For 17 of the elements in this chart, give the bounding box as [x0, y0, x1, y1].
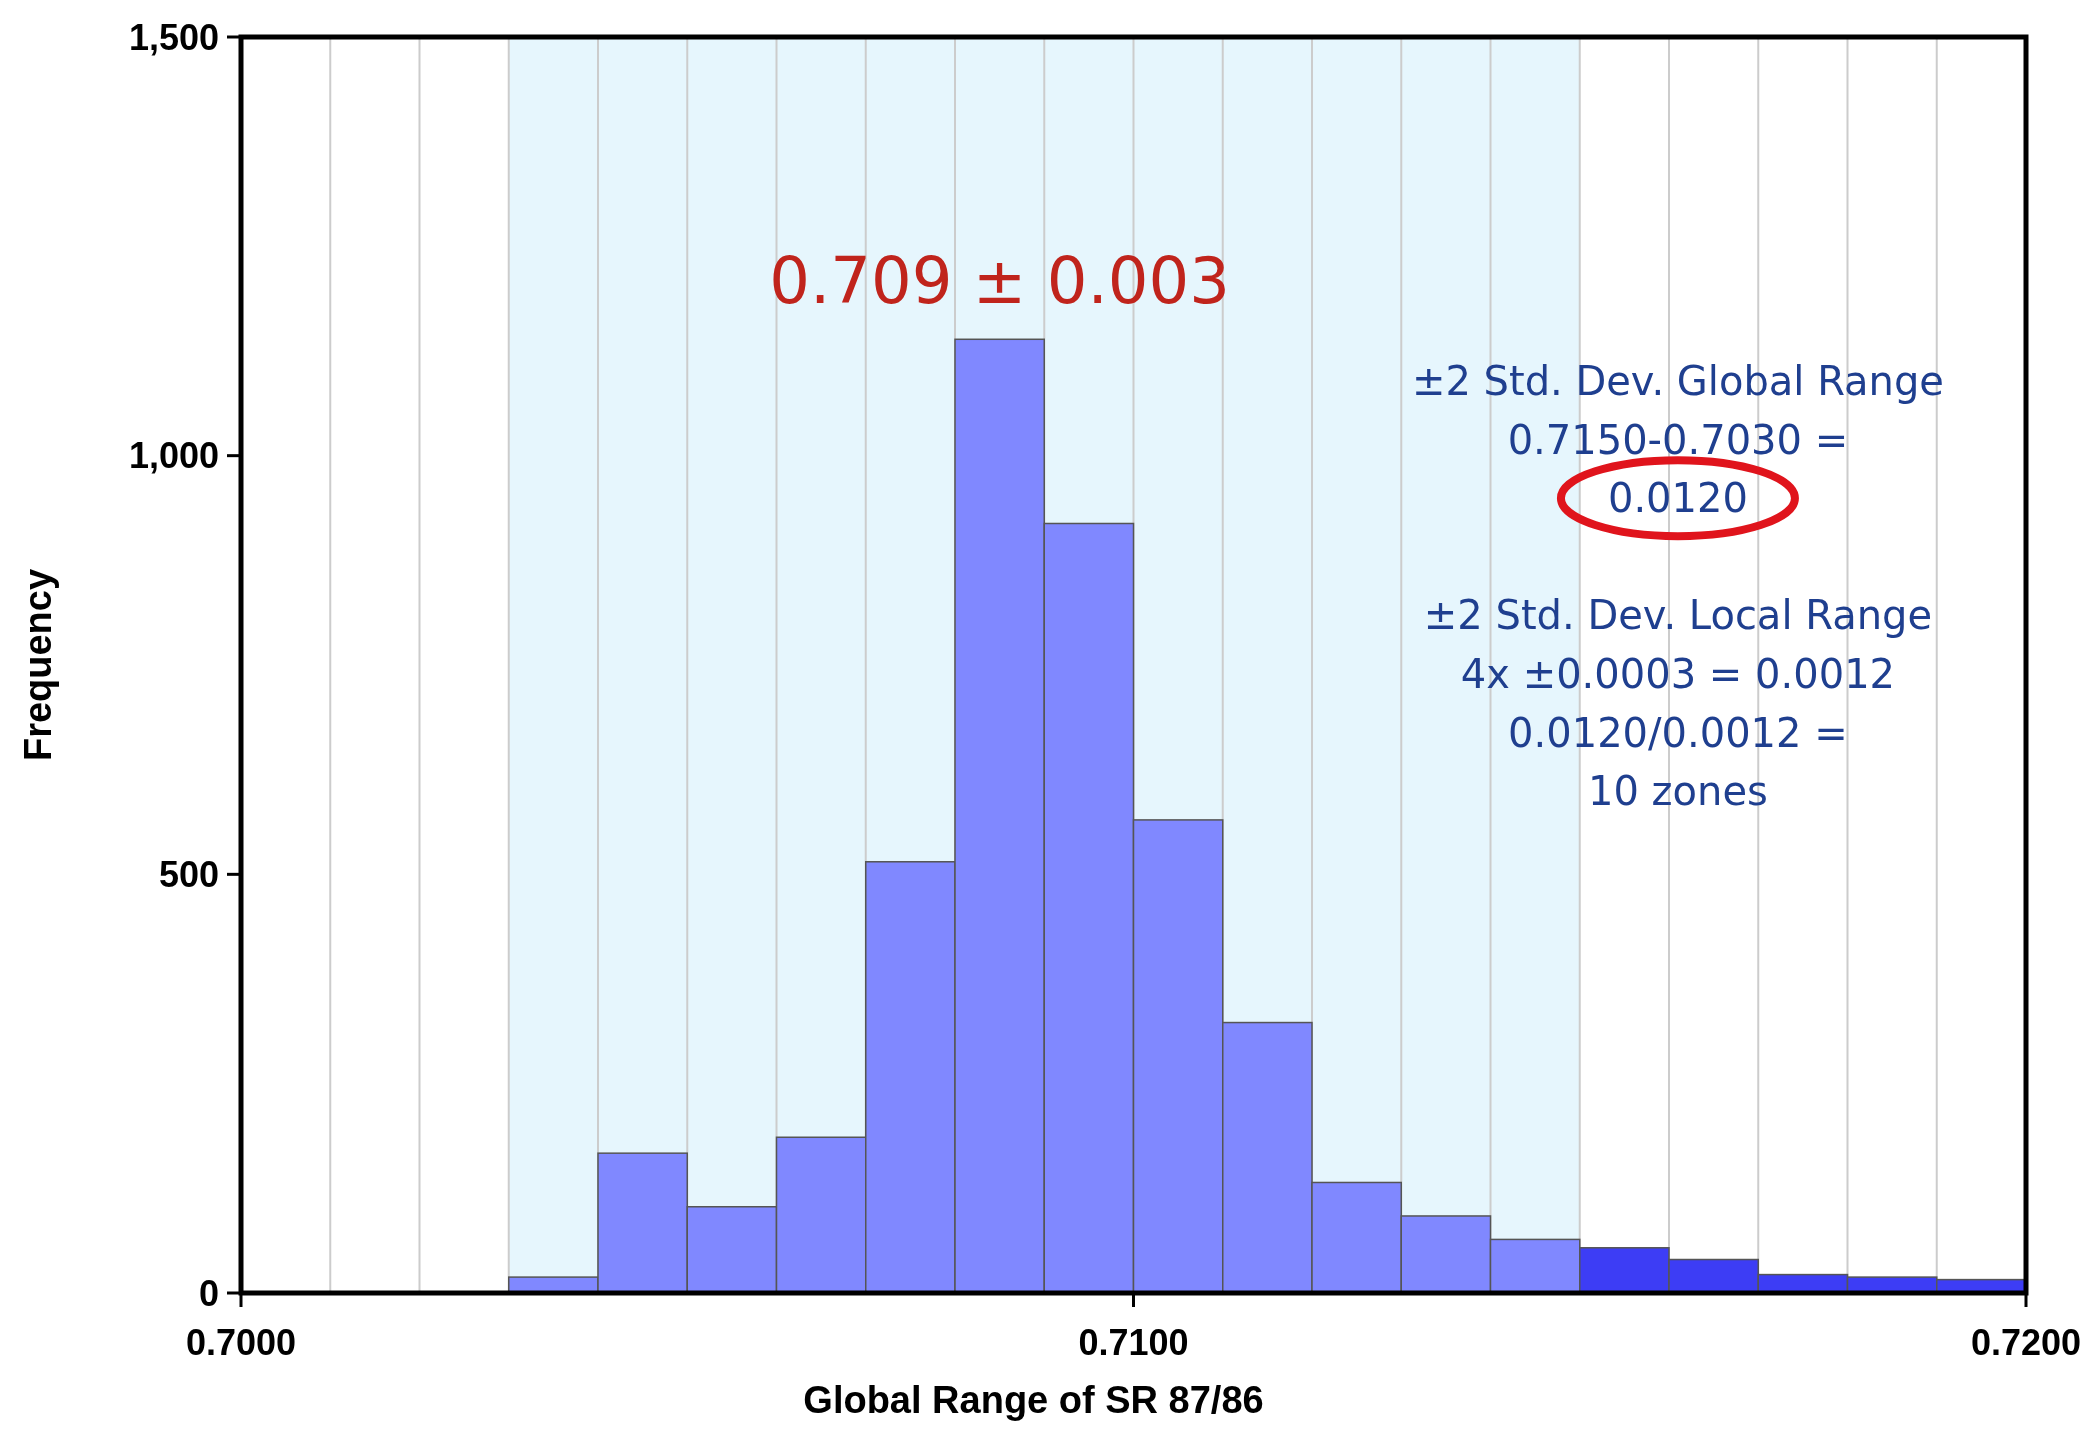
- x-tick-label: 0.7200: [1970, 1322, 2082, 1363]
- annotation: ±2 Std. Dev. Local Range: [1423, 592, 1932, 639]
- annotation: 0.0120/0.0012 =: [1508, 709, 1848, 756]
- x-axis-title: Global Range of SR 87/86: [803, 1379, 1264, 1421]
- y-tick-label: 1,000: [128, 435, 219, 477]
- x-tick-label: 0.7000: [185, 1322, 297, 1363]
- y-tick-label: 500: [158, 853, 219, 895]
- y-tick-label: 0: [198, 1272, 219, 1314]
- annotation: 0.7150-0.7030 =: [1507, 416, 1849, 463]
- annotation: 10 zones: [1587, 768, 1768, 815]
- y-axis-title: Frequency: [17, 568, 59, 762]
- annotation: 4x ±0.0003 = 0.0012: [1460, 651, 1896, 697]
- annotation: ±2 Std. Dev. Global Range: [1411, 357, 1944, 404]
- annotation: 0.0120: [1607, 475, 1748, 522]
- x-tick-label: 0.7100: [1078, 1322, 1189, 1363]
- annotation: 0.709 ± 0.003: [769, 244, 1230, 319]
- y-tick-label: 1,500: [128, 16, 219, 58]
